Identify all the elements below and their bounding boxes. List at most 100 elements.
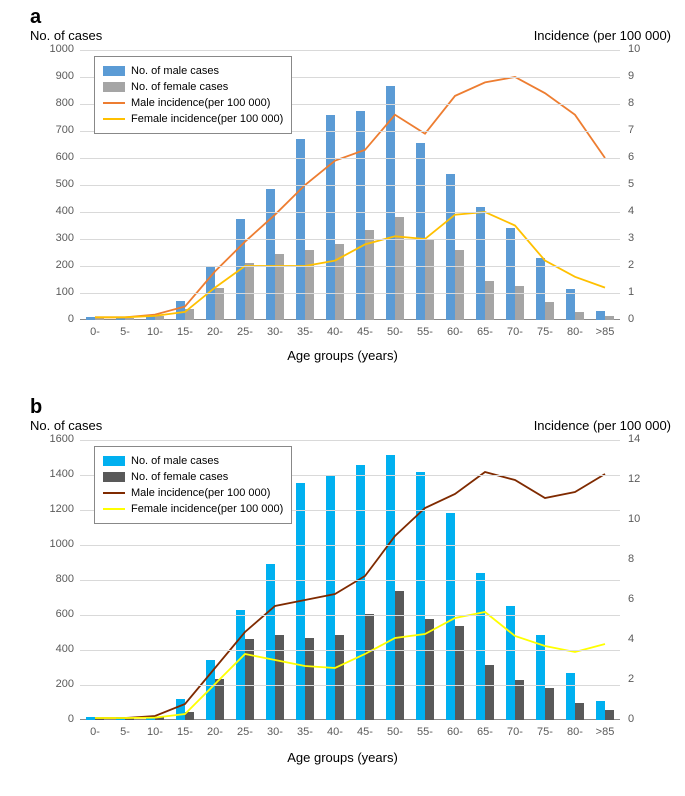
x-tick: 15- [177, 726, 193, 738]
y1-tick: 0 [34, 713, 74, 725]
x-tick: 60- [447, 326, 463, 338]
x-tick: 20- [207, 726, 223, 738]
y2-tick: 2 [628, 673, 658, 685]
legend-label: Female incidence(per 100 000) [131, 503, 283, 515]
legend-label: No. of male cases [131, 65, 219, 77]
legend-item: No. of male cases [103, 63, 283, 79]
x-tick: >85 [596, 726, 615, 738]
y2-tick: 2 [628, 259, 658, 271]
x-tick: 40- [327, 326, 343, 338]
gridline [80, 615, 620, 616]
panel-a-x-title: Age groups (years) [287, 348, 398, 363]
y1-tick: 600 [34, 151, 74, 163]
y2-tick: 6 [628, 151, 658, 163]
legend-item: Male incidence(per 100 000) [103, 485, 283, 501]
y2-tick: 12 [628, 473, 658, 485]
legend-label: Male incidence(per 100 000) [131, 97, 270, 109]
legend-swatch-bar [103, 66, 125, 76]
panel-b: b No. of cases Incidence (per 100 000) 0… [0, 390, 685, 796]
x-tick: 70- [507, 326, 523, 338]
gridline [80, 185, 620, 186]
y1-tick: 1000 [34, 538, 74, 550]
x-tick: 10- [147, 326, 163, 338]
panel-a-y2-title: Incidence (per 100 000) [534, 28, 671, 43]
legend-label: Female incidence(per 100 000) [131, 113, 283, 125]
legend-item: Female incidence(per 100 000) [103, 501, 283, 517]
y2-tick: 10 [628, 513, 658, 525]
y2-tick: 10 [628, 43, 658, 55]
panel-a-label: a [30, 6, 41, 29]
y2-tick: 0 [628, 713, 658, 725]
x-tick: 55- [417, 726, 433, 738]
x-tick: 75- [537, 326, 553, 338]
x-tick: >85 [596, 326, 615, 338]
legend-swatch-bar [103, 472, 125, 482]
gridline [80, 650, 620, 651]
legend-label: No. of female cases [131, 81, 228, 93]
x-tick: 25- [237, 726, 253, 738]
x-tick: 45- [357, 326, 373, 338]
x-tick: 50- [387, 726, 403, 738]
y1-tick: 1000 [34, 43, 74, 55]
y1-tick: 500 [34, 178, 74, 190]
y1-tick: 1200 [34, 503, 74, 515]
gridline [80, 580, 620, 581]
x-tick: 65- [477, 326, 493, 338]
x-tick: 10- [147, 726, 163, 738]
legend-item: No. of male cases [103, 453, 283, 469]
legend-item: Male incidence(per 100 000) [103, 95, 283, 111]
panel-b-y1-title: No. of cases [30, 418, 102, 433]
legend-swatch-line [103, 102, 125, 104]
y2-tick: 14 [628, 433, 658, 445]
x-tick: 15- [177, 326, 193, 338]
x-tick: 5- [120, 726, 130, 738]
y1-tick: 0 [34, 313, 74, 325]
gridline [80, 158, 620, 159]
female-incidence-line [95, 212, 605, 317]
y2-tick: 0 [628, 313, 658, 325]
y1-tick: 100 [34, 286, 74, 298]
gridline [80, 293, 620, 294]
x-tick: 35- [297, 726, 313, 738]
x-tick: 30- [267, 326, 283, 338]
y1-tick: 200 [34, 259, 74, 271]
panel-a: a No. of cases Incidence (per 100 000) 0… [0, 0, 685, 390]
y1-tick: 400 [34, 205, 74, 217]
legend-swatch-line [103, 118, 125, 120]
panel-a-legend: No. of male cases No. of female cases Male… [94, 56, 292, 134]
y1-tick: 900 [34, 70, 74, 82]
legend-label: No. of male cases [131, 455, 219, 467]
y2-tick: 4 [628, 633, 658, 645]
gridline [80, 212, 620, 213]
x-tick: 0- [90, 726, 100, 738]
legend-swatch-line [103, 508, 125, 510]
figure: { "panels": { "a": { "label": "a", "y1_t… [0, 0, 685, 796]
panel-b-label: b [30, 396, 42, 419]
x-tick: 40- [327, 726, 343, 738]
legend-item: No. of female cases [103, 469, 283, 485]
panel-b-legend: No. of male cases No. of female casesMale… [94, 446, 292, 524]
y1-tick: 800 [34, 97, 74, 109]
y2-tick: 8 [628, 97, 658, 109]
legend-item: No. of female cases [103, 79, 283, 95]
gridline [80, 545, 620, 546]
y2-tick: 7 [628, 124, 658, 136]
legend-item: Female incidence(per 100 000) [103, 111, 283, 127]
panel-b-x-title: Age groups (years) [287, 750, 398, 765]
legend-swatch-line [103, 492, 125, 494]
x-tick: 45- [357, 726, 373, 738]
x-tick: 35- [297, 326, 313, 338]
x-tick: 80- [567, 326, 583, 338]
legend-swatch-bar [103, 82, 125, 92]
x-tick: 0- [90, 326, 100, 338]
gridline [80, 685, 620, 686]
x-tick: 5- [120, 326, 130, 338]
panel-b-y2-title: Incidence (per 100 000) [534, 418, 671, 433]
x-tick: 30- [267, 726, 283, 738]
y2-tick: 9 [628, 70, 658, 82]
legend-swatch-bar [103, 456, 125, 466]
y2-tick: 8 [628, 553, 658, 565]
x-tick: 75- [537, 726, 553, 738]
gridline [80, 239, 620, 240]
y1-tick: 700 [34, 124, 74, 136]
